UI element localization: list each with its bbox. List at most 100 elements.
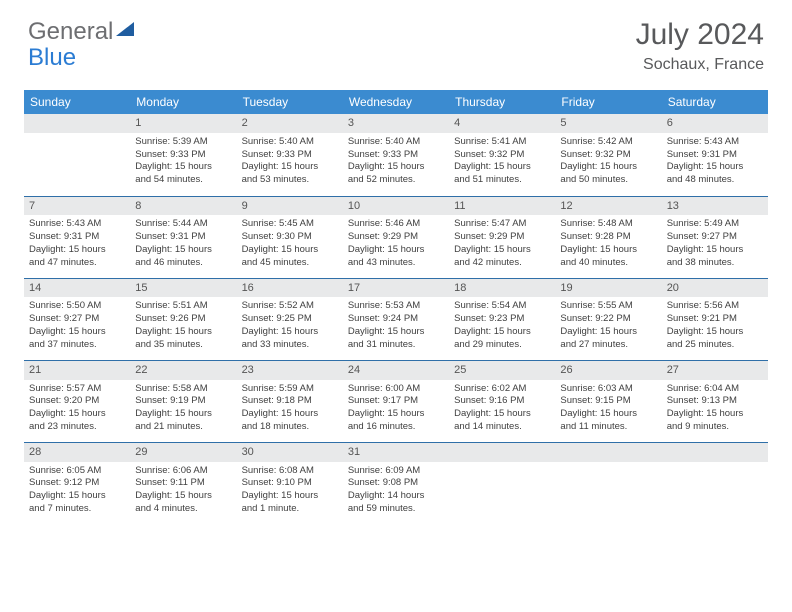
- sunrise-text: Sunrise: 5:44 AM: [135, 218, 231, 231]
- daylight-line1: Daylight: 15 hours: [135, 408, 231, 421]
- day-number: 30: [237, 443, 343, 462]
- sunrise-text: Sunrise: 5:49 AM: [667, 218, 763, 231]
- location-subtitle: Sochaux, France: [636, 56, 764, 74]
- daylight-line1: Daylight: 15 hours: [667, 408, 763, 421]
- day-number-empty: [449, 443, 555, 462]
- daylight-line1: Daylight: 15 hours: [135, 490, 231, 503]
- day-number: 18: [449, 279, 555, 298]
- daylight-line1: Daylight: 15 hours: [348, 408, 444, 421]
- calendar-cell: 2Sunrise: 5:40 AMSunset: 9:33 PMDaylight…: [237, 114, 343, 196]
- sunset-text: Sunset: 9:32 PM: [454, 149, 550, 162]
- sunrise-text: Sunrise: 5:40 AM: [242, 136, 338, 149]
- day-number: 12: [555, 197, 661, 216]
- daylight-line2: and 29 minutes.: [454, 339, 550, 352]
- day-number: 13: [662, 197, 768, 216]
- calendar-cell: 14Sunrise: 5:50 AMSunset: 9:27 PMDayligh…: [24, 278, 130, 360]
- daylight-line2: and 59 minutes.: [348, 503, 444, 516]
- day-number: 1: [130, 114, 236, 133]
- daylight-line1: Daylight: 15 hours: [29, 326, 125, 339]
- daylight-line2: and 54 minutes.: [135, 174, 231, 187]
- daylight-line2: and 53 minutes.: [242, 174, 338, 187]
- sunrise-text: Sunrise: 6:08 AM: [242, 465, 338, 478]
- calendar-cell: 29Sunrise: 6:06 AMSunset: 9:11 PMDayligh…: [130, 442, 236, 524]
- daylight-line1: Daylight: 15 hours: [560, 408, 656, 421]
- brand-word2: Blue: [28, 44, 76, 72]
- calendar-row: 28Sunrise: 6:05 AMSunset: 9:12 PMDayligh…: [24, 442, 768, 524]
- sunset-text: Sunset: 9:29 PM: [348, 231, 444, 244]
- sunrise-text: Sunrise: 6:00 AM: [348, 383, 444, 396]
- daylight-line2: and 14 minutes.: [454, 421, 550, 434]
- day-number: 4: [449, 114, 555, 133]
- daylight-line2: and 35 minutes.: [135, 339, 231, 352]
- sunset-text: Sunset: 9:33 PM: [348, 149, 444, 162]
- daylight-line2: and 27 minutes.: [560, 339, 656, 352]
- daylight-line2: and 50 minutes.: [560, 174, 656, 187]
- calendar-cell: 4Sunrise: 5:41 AMSunset: 9:32 PMDaylight…: [449, 114, 555, 196]
- brand-logo: General: [28, 18, 134, 46]
- daylight-line2: and 51 minutes.: [454, 174, 550, 187]
- sunrise-text: Sunrise: 5:57 AM: [29, 383, 125, 396]
- day-number: 2: [237, 114, 343, 133]
- daylight-line2: and 48 minutes.: [667, 174, 763, 187]
- day-number-empty: [662, 443, 768, 462]
- calendar-cell: 5Sunrise: 5:42 AMSunset: 9:32 PMDaylight…: [555, 114, 661, 196]
- sunrise-text: Sunrise: 5:56 AM: [667, 300, 763, 313]
- sunrise-text: Sunrise: 5:59 AM: [242, 383, 338, 396]
- calendar-cell: [555, 442, 661, 524]
- day-number: 23: [237, 361, 343, 380]
- daylight-line1: Daylight: 15 hours: [454, 326, 550, 339]
- calendar-cell: 20Sunrise: 5:56 AMSunset: 9:21 PMDayligh…: [662, 278, 768, 360]
- daylight-line1: Daylight: 15 hours: [560, 161, 656, 174]
- sunset-text: Sunset: 9:25 PM: [242, 313, 338, 326]
- daylight-line1: Daylight: 15 hours: [667, 244, 763, 257]
- month-title: July 2024: [636, 18, 764, 52]
- day-header: Saturday: [662, 90, 768, 114]
- calendar-cell: 23Sunrise: 5:59 AMSunset: 9:18 PMDayligh…: [237, 360, 343, 442]
- sunset-text: Sunset: 9:12 PM: [29, 477, 125, 490]
- sunrise-text: Sunrise: 6:02 AM: [454, 383, 550, 396]
- daylight-line2: and 1 minute.: [242, 503, 338, 516]
- daylight-line1: Daylight: 14 hours: [348, 490, 444, 503]
- calendar-row: 1Sunrise: 5:39 AMSunset: 9:33 PMDaylight…: [24, 114, 768, 196]
- day-header: Thursday: [449, 90, 555, 114]
- sunset-text: Sunset: 9:19 PM: [135, 395, 231, 408]
- daylight-line2: and 25 minutes.: [667, 339, 763, 352]
- sunrise-text: Sunrise: 5:41 AM: [454, 136, 550, 149]
- daylight-line1: Daylight: 15 hours: [348, 161, 444, 174]
- day-number: 14: [24, 279, 130, 298]
- calendar-cell: [24, 114, 130, 196]
- calendar-cell: 10Sunrise: 5:46 AMSunset: 9:29 PMDayligh…: [343, 196, 449, 278]
- daylight-line1: Daylight: 15 hours: [242, 408, 338, 421]
- daylight-line1: Daylight: 15 hours: [242, 326, 338, 339]
- calendar-cell: 16Sunrise: 5:52 AMSunset: 9:25 PMDayligh…: [237, 278, 343, 360]
- sunset-text: Sunset: 9:28 PM: [560, 231, 656, 244]
- daylight-line2: and 42 minutes.: [454, 257, 550, 270]
- calendar-cell: 3Sunrise: 5:40 AMSunset: 9:33 PMDaylight…: [343, 114, 449, 196]
- day-number: 24: [343, 361, 449, 380]
- daylight-line1: Daylight: 15 hours: [560, 244, 656, 257]
- sunrise-text: Sunrise: 6:03 AM: [560, 383, 656, 396]
- daylight-line1: Daylight: 15 hours: [29, 244, 125, 257]
- calendar-cell: 26Sunrise: 6:03 AMSunset: 9:15 PMDayligh…: [555, 360, 661, 442]
- sunset-text: Sunset: 9:13 PM: [667, 395, 763, 408]
- day-header: Tuesday: [237, 90, 343, 114]
- calendar-cell: 1Sunrise: 5:39 AMSunset: 9:33 PMDaylight…: [130, 114, 236, 196]
- calendar-cell: 25Sunrise: 6:02 AMSunset: 9:16 PMDayligh…: [449, 360, 555, 442]
- calendar-cell: 9Sunrise: 5:45 AMSunset: 9:30 PMDaylight…: [237, 196, 343, 278]
- day-number-empty: [555, 443, 661, 462]
- sunrise-text: Sunrise: 5:45 AM: [242, 218, 338, 231]
- day-header: Monday: [130, 90, 236, 114]
- calendar-cell: 12Sunrise: 5:48 AMSunset: 9:28 PMDayligh…: [555, 196, 661, 278]
- sunset-text: Sunset: 9:33 PM: [135, 149, 231, 162]
- calendar-cell: 22Sunrise: 5:58 AMSunset: 9:19 PMDayligh…: [130, 360, 236, 442]
- calendar-cell: 31Sunrise: 6:09 AMSunset: 9:08 PMDayligh…: [343, 442, 449, 524]
- sunset-text: Sunset: 9:23 PM: [454, 313, 550, 326]
- sunset-text: Sunset: 9:11 PM: [135, 477, 231, 490]
- calendar-cell: 28Sunrise: 6:05 AMSunset: 9:12 PMDayligh…: [24, 442, 130, 524]
- day-number: 31: [343, 443, 449, 462]
- day-header: Wednesday: [343, 90, 449, 114]
- daylight-line2: and 38 minutes.: [667, 257, 763, 270]
- calendar-row: 7Sunrise: 5:43 AMSunset: 9:31 PMDaylight…: [24, 196, 768, 278]
- day-number: 27: [662, 361, 768, 380]
- daylight-line2: and 40 minutes.: [560, 257, 656, 270]
